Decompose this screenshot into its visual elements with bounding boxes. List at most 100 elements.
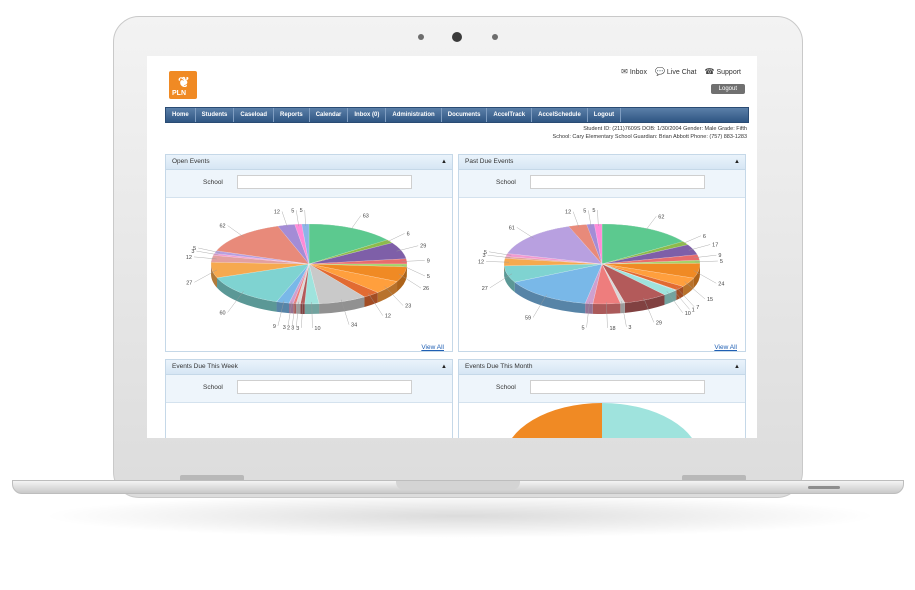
pie-slice[interactable] bbox=[601, 263, 666, 304]
pie-slice[interactable] bbox=[601, 254, 700, 265]
pie-slice[interactable] bbox=[308, 263, 366, 305]
collapse-icon[interactable]: ▲ bbox=[441, 364, 447, 370]
collapse-icon[interactable]: ▲ bbox=[734, 159, 740, 165]
pie-slice[interactable] bbox=[601, 263, 678, 291]
pie-leader-line bbox=[672, 288, 690, 310]
nav-item-logout[interactable]: Logout bbox=[588, 108, 622, 122]
nav-item-documents[interactable]: Documents bbox=[442, 108, 488, 122]
pie-slice-side bbox=[664, 290, 676, 305]
pie-slice[interactable] bbox=[504, 403, 602, 438]
pie-slice[interactable] bbox=[308, 242, 407, 265]
pie-leader-line bbox=[368, 293, 384, 316]
school-input[interactable] bbox=[237, 380, 412, 394]
pie-slice[interactable] bbox=[601, 263, 701, 279]
pie-slice[interactable] bbox=[601, 263, 695, 287]
nav-item-caseload[interactable]: Caseload bbox=[234, 108, 275, 122]
collapse-icon[interactable]: ▲ bbox=[441, 159, 447, 165]
pie-slice[interactable] bbox=[216, 263, 310, 303]
pie-slice[interactable] bbox=[601, 263, 626, 304]
pie-leader-line bbox=[666, 291, 683, 313]
pie-leader-line bbox=[396, 245, 419, 252]
pie-slice[interactable] bbox=[292, 263, 310, 304]
events-due-this-month-pie: 22 bbox=[504, 403, 700, 438]
pie-label: 1 bbox=[692, 307, 695, 313]
logout-button[interactable]: Logout bbox=[710, 84, 745, 94]
pie-slice[interactable] bbox=[288, 263, 310, 304]
pie-slice[interactable] bbox=[504, 256, 603, 265]
nav-item-calendar[interactable]: Calendar bbox=[310, 108, 349, 122]
pie-slice[interactable] bbox=[503, 263, 603, 283]
pie-slice[interactable] bbox=[212, 253, 310, 265]
pie-slice[interactable] bbox=[295, 263, 310, 305]
pie-label: 5 bbox=[291, 208, 294, 214]
pie-leader-line bbox=[340, 299, 350, 325]
pie-slice[interactable] bbox=[213, 250, 310, 265]
pie-slice[interactable] bbox=[601, 263, 677, 296]
pie-slice[interactable] bbox=[210, 261, 310, 279]
pie-leader-line bbox=[694, 260, 718, 263]
pie-slice[interactable] bbox=[602, 403, 700, 438]
pie-slice[interactable] bbox=[294, 223, 310, 265]
pie-slice-side bbox=[319, 296, 365, 314]
school-input[interactable] bbox=[530, 380, 705, 394]
live-chat-link[interactable]: 💬 Live Chat bbox=[655, 67, 697, 76]
pie-chart: 22 bbox=[459, 403, 745, 438]
pie-slice[interactable] bbox=[601, 223, 684, 265]
nav-item-acceltrack[interactable]: AccelTrack bbox=[487, 108, 533, 122]
pie-slice[interactable] bbox=[586, 223, 603, 265]
pie-slice[interactable] bbox=[308, 263, 379, 298]
school-input[interactable] bbox=[237, 175, 412, 189]
pie-label: 62 bbox=[658, 214, 664, 220]
view-all-link[interactable]: View All bbox=[714, 344, 737, 351]
pie-slice[interactable] bbox=[505, 253, 603, 265]
pie-label: 12 bbox=[274, 209, 280, 215]
pie-label: 10 bbox=[314, 326, 320, 332]
pie-slice[interactable] bbox=[601, 263, 684, 291]
pie-label: 60 bbox=[219, 310, 225, 316]
view-all-link[interactable]: View All bbox=[421, 344, 444, 351]
nav-item-inbox-0[interactable]: Inbox (0) bbox=[348, 108, 387, 122]
pie-slice[interactable] bbox=[308, 263, 408, 268]
pie-slice[interactable] bbox=[601, 241, 689, 265]
laptop-shadow bbox=[40, 494, 880, 538]
pie-slice[interactable] bbox=[568, 224, 603, 265]
panel-header: Past Due Events ▲ bbox=[459, 155, 745, 170]
nav-item-administration[interactable]: Administration bbox=[386, 108, 442, 122]
app-logo[interactable]: ❦ PLN bbox=[169, 71, 197, 99]
pie-leader-line bbox=[597, 210, 599, 227]
pie-leader-line bbox=[684, 281, 706, 300]
pie-leader-line bbox=[572, 211, 580, 228]
pie-label: 10 bbox=[685, 311, 691, 317]
pie-slice[interactable] bbox=[308, 239, 393, 265]
collapse-icon[interactable]: ▲ bbox=[734, 364, 740, 370]
nav-item-students[interactable]: Students bbox=[196, 108, 235, 122]
pie-slice-side bbox=[620, 302, 625, 314]
inbox-link[interactable]: ✉ Inbox bbox=[621, 67, 647, 76]
pie-slice[interactable] bbox=[277, 224, 310, 265]
pie-slice[interactable] bbox=[507, 226, 603, 265]
pie-chart: 63 6 29 9 5 26 23 12 34 10 3 3 2 3 9 60 27 12 3 5 62 12 5 5 Vie… bbox=[166, 198, 452, 353]
pie-slice[interactable] bbox=[601, 244, 698, 265]
school-input[interactable] bbox=[530, 175, 705, 189]
nav-item-accelschedule[interactable]: AccelSchedule bbox=[532, 108, 588, 122]
pie-slice[interactable] bbox=[308, 223, 388, 265]
mail-icon: ✉ bbox=[621, 67, 628, 76]
nav-item-reports[interactable]: Reports bbox=[274, 108, 310, 122]
pie-label: 9 bbox=[718, 253, 721, 259]
pie-slice[interactable] bbox=[514, 263, 603, 304]
pie-leader-line bbox=[287, 301, 293, 328]
pie-slice[interactable] bbox=[276, 263, 310, 304]
pie-label: 59 bbox=[525, 315, 531, 321]
support-link[interactable]: ☎ Support bbox=[705, 67, 742, 76]
pie-slice[interactable] bbox=[584, 263, 603, 305]
pie-leader-line bbox=[296, 301, 299, 328]
nav-item-home[interactable]: Home bbox=[166, 108, 196, 122]
pie-slice[interactable] bbox=[300, 263, 310, 305]
pie-slice[interactable] bbox=[308, 263, 398, 293]
pie-slice[interactable] bbox=[216, 225, 310, 265]
pie-leader-line bbox=[277, 300, 285, 327]
pie-label: 12 bbox=[385, 314, 391, 320]
pie-slice[interactable] bbox=[308, 263, 408, 282]
